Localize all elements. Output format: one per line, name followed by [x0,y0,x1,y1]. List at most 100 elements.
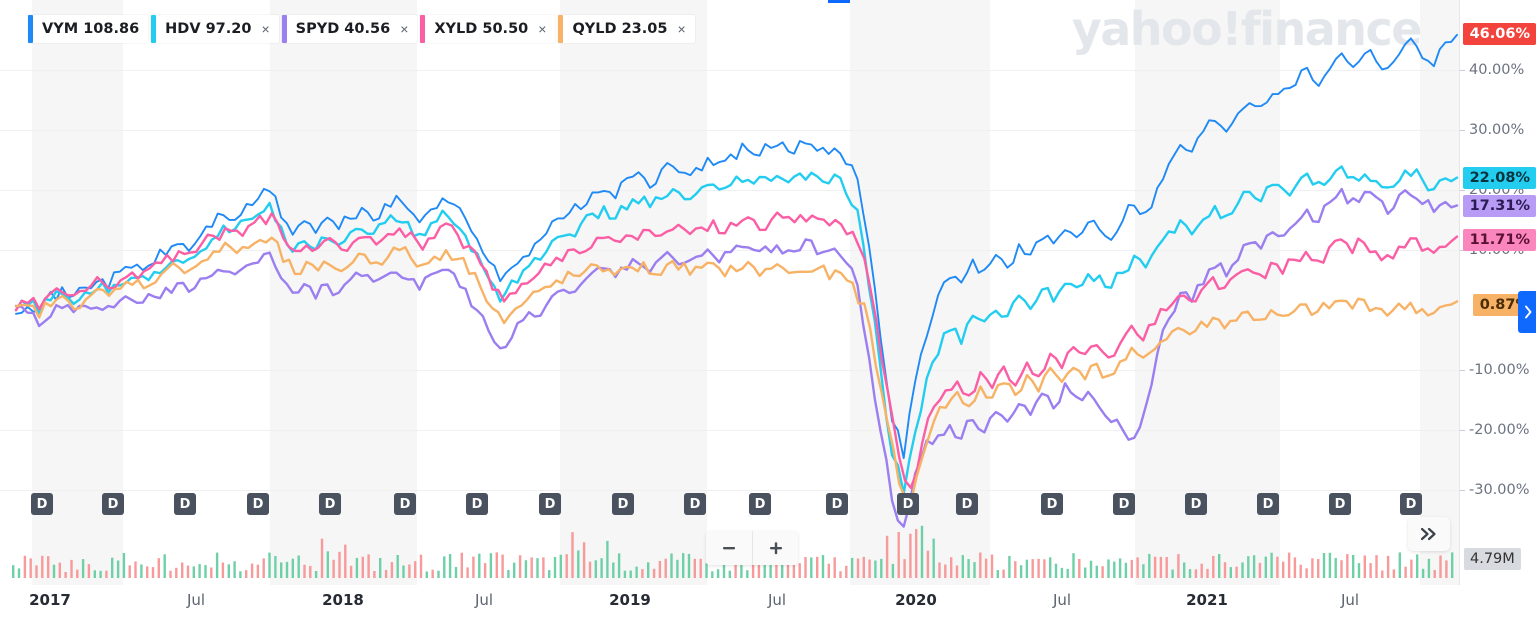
volume-bar [1311,558,1314,578]
volume-bar [1398,552,1401,578]
legend-item-hdv[interactable]: HDV 97.20 × [151,15,279,43]
legend-label: QYLD 23.05 [572,21,668,37]
volume-bar [856,558,860,578]
volume-bar [891,563,895,578]
volume-bar [151,567,155,578]
next-panel-button[interactable] [1518,291,1536,333]
volume-bar [262,558,265,578]
volume-bar [1328,552,1332,578]
dividend-marker[interactable]: D [102,493,124,515]
legend-item-qyld[interactable]: QYLD 23.05 × [558,15,695,43]
dividend-marker[interactable]: D [826,493,848,515]
volume-bar [163,554,166,578]
gridline [0,370,1459,371]
volume-bar [431,569,434,578]
volume-bar [617,553,621,578]
volume-bar [1014,561,1017,578]
zoom-controls[interactable] [706,531,798,565]
dividend-marker[interactable]: D [394,493,416,515]
dividend-marker[interactable]: D [1113,493,1135,515]
dividend-marker[interactable]: D [749,493,771,515]
volume-bar [763,563,766,578]
y-axis-tick-label: -10.00% [1460,362,1530,378]
volume-bar [460,552,463,578]
dividend-marker[interactable]: D [956,493,978,515]
dividend-marker[interactable]: D [1185,493,1207,515]
volume-bar [751,557,755,578]
volume-bar [1258,562,1262,578]
legend-color-swatch [420,15,426,43]
volume-bar [588,561,592,578]
x-axis-tick-label: 2017 [29,591,71,609]
legend-item-vym[interactable]: VYM 108.86 [28,15,149,43]
volume-bar [1188,569,1192,578]
zoom-in-button[interactable] [752,531,798,565]
volume-bar [227,564,230,578]
volume-bar [1357,563,1361,578]
volume-bar [233,561,236,578]
volume-bar [1322,553,1326,578]
volume-bar [600,558,603,578]
legend-remove-icon[interactable]: × [261,21,270,37]
volume-bar [518,555,522,578]
volume-bar [76,569,79,578]
current-value-badge-vym: 46.06% [1462,22,1536,45]
volume-bar [926,550,930,578]
volume-bar [1433,570,1436,578]
series-legend[interactable]: VYM 108.86 HDV 97.20 × SPYD 40.56 × XYLD 50.5… [28,15,698,43]
volume-bar [786,563,790,578]
period-band [1420,0,1459,585]
volume-bar [850,557,854,578]
volume-bar [903,559,906,578]
legend-item-xyld[interactable]: XYLD 50.50 × [420,15,556,43]
dividend-marker[interactable]: D [1041,493,1063,515]
volume-bar [1375,555,1378,578]
dividend-marker[interactable]: D [174,493,196,515]
volume-bar [1171,569,1174,578]
dividend-marker[interactable]: D [897,493,919,515]
volume-bar [198,564,201,578]
volume-bar [652,568,656,578]
dividend-marker[interactable]: D [1257,493,1279,515]
volume-bar [559,554,562,578]
gridline [0,490,1459,491]
volume-bar [332,559,335,578]
legend-remove-icon[interactable]: × [538,21,547,37]
dividend-marker[interactable]: D [539,493,561,515]
volume-bar [1252,555,1256,578]
volume-bar [682,553,685,578]
dividend-marker[interactable]: D [319,493,341,515]
dividend-marker[interactable]: D [1329,493,1351,515]
zoom-out-button[interactable] [706,531,752,565]
volume-bar [70,559,73,578]
gridline [0,130,1459,131]
volume-bar [1270,552,1273,578]
legend-item-spyd[interactable]: SPYD 40.56 × [281,15,418,43]
current-value-badge-xyld: 11.71% [1462,228,1536,251]
legend-remove-icon[interactable]: × [677,21,686,37]
period-band [560,0,707,585]
volume-bar [1451,552,1454,578]
volume-bar [175,567,178,578]
dividend-marker[interactable]: D [247,493,269,515]
volume-bar [1293,557,1297,578]
volume-bar [169,570,172,578]
dividend-marker[interactable]: D [1400,493,1422,515]
dividend-marker[interactable]: D [466,493,488,515]
expand-chevrons-button[interactable] [1408,517,1450,551]
volume-bar [693,558,696,578]
volume-bar [483,563,487,578]
legend-remove-icon[interactable]: × [400,21,409,37]
dividend-marker[interactable]: D [31,493,53,515]
x-axis-tick-label: 2019 [609,591,651,609]
volume-bar [128,565,131,578]
volume-bar [1019,565,1023,578]
volume-bar [466,567,469,578]
volume-bar [1124,562,1128,578]
current-value-badge-spyd: 17.31% [1462,195,1536,218]
volume-bar [245,570,248,578]
volume-bar [373,571,376,578]
dividend-marker[interactable]: D [612,493,634,515]
dividend-marker[interactable]: D [684,493,706,515]
